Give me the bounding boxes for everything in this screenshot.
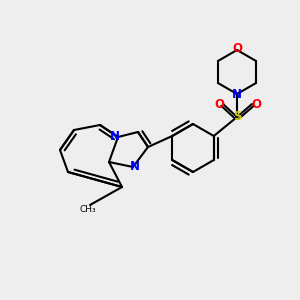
Text: CH₃: CH₃ <box>80 206 96 214</box>
Text: S: S <box>233 110 241 124</box>
Text: O: O <box>232 41 242 55</box>
Text: N: N <box>110 130 120 143</box>
Text: N: N <box>130 160 140 173</box>
Text: O: O <box>214 98 224 110</box>
Text: N: N <box>232 88 242 100</box>
Text: O: O <box>251 98 261 110</box>
